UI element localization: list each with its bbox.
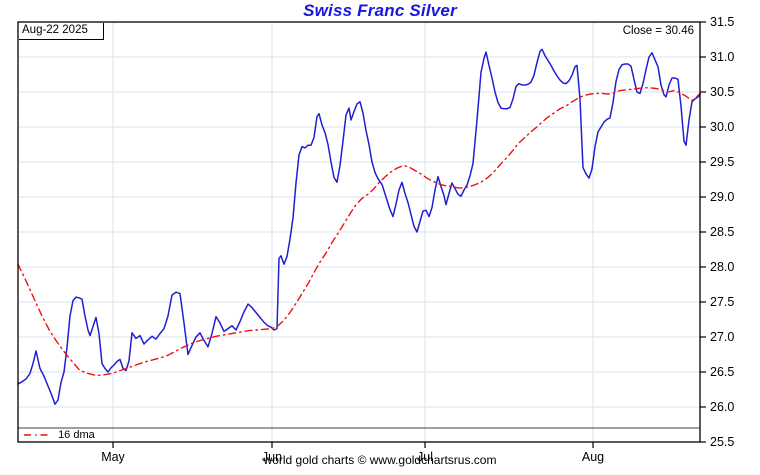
axis-ticks: 31.5 31.0 30.5 30.0 29.5 29.0 28.5 28.0 27.5 27.0… bbox=[101, 15, 734, 464]
y-axis-tick-label: 26.0 bbox=[710, 400, 734, 414]
x-axis-tick-label: Jun bbox=[262, 450, 282, 464]
gridlines bbox=[18, 22, 700, 442]
y-axis-tick-label: 31.5 bbox=[710, 15, 734, 29]
x-axis-tick-label: May bbox=[101, 450, 125, 464]
series-line-swiss-franc-silver-price bbox=[17, 48, 701, 405]
y-axis-tick-label: 25.5 bbox=[710, 435, 734, 449]
footer-credit: world gold charts © www.goldchartsrus.co… bbox=[263, 453, 497, 467]
date-annotation-label: Aug-22 2025 bbox=[22, 24, 88, 36]
y-axis-tick-label: 30.5 bbox=[710, 85, 734, 99]
y-axis-tick-label: 30.0 bbox=[710, 120, 734, 134]
y-axis-tick-label: 29.5 bbox=[710, 155, 734, 169]
legend: 16 dma bbox=[23, 429, 95, 441]
legend-dma-label: 16 dma bbox=[58, 429, 95, 442]
x-axis-tick-label: Jul bbox=[417, 450, 433, 464]
date-annotation: Aug-22 2025 bbox=[19, 23, 104, 40]
y-axis-tick-label: 26.5 bbox=[710, 365, 734, 379]
y-axis-tick-label: 27.5 bbox=[710, 295, 734, 309]
dma-legend-swatch-icon bbox=[24, 434, 48, 436]
x-axis-tick-label: Aug bbox=[582, 450, 604, 464]
y-axis-tick-label: 31.0 bbox=[710, 50, 734, 64]
series-line-16-dma bbox=[17, 87, 701, 377]
y-axis-tick-label: 28.0 bbox=[710, 260, 734, 274]
close-value-label: Close = 30.46 bbox=[622, 25, 694, 37]
y-axis-tick-label: 29.0 bbox=[710, 190, 734, 204]
page-title: Swiss Franc Silver bbox=[303, 1, 457, 20]
y-axis-tick-label: 28.5 bbox=[710, 225, 734, 239]
chart-series bbox=[17, 48, 701, 405]
y-axis-tick-label: 27.0 bbox=[710, 330, 734, 344]
